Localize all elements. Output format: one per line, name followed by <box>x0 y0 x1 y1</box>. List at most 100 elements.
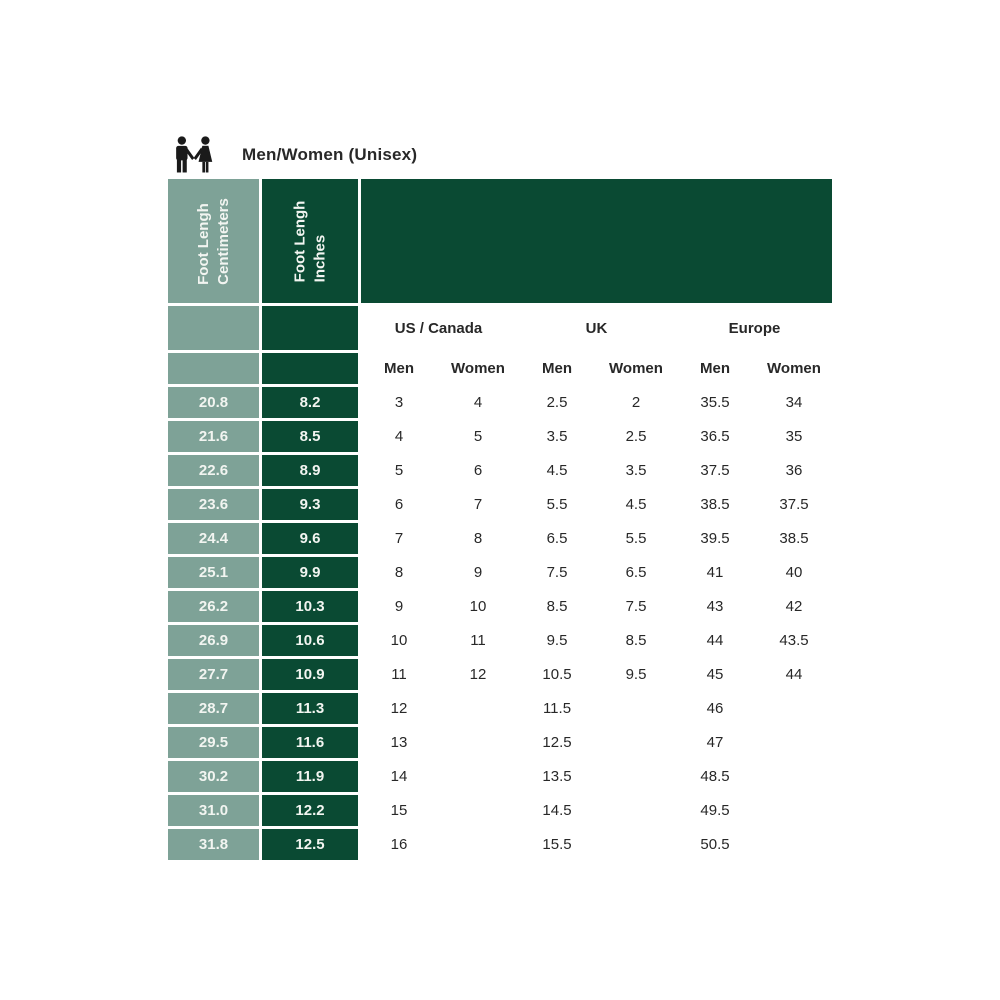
subheader-eu-women: Women <box>767 360 821 377</box>
cell-uk-women: 6.5 <box>625 564 647 581</box>
cell-uk-men: 4.5 <box>546 462 568 479</box>
subheader-uk-men: Men <box>542 360 572 377</box>
cell-eu-women: 42 <box>785 598 803 615</box>
cell-uk-women: 7.5 <box>625 598 647 615</box>
cell-inch: 12.5 <box>262 829 358 860</box>
cell-us-men: 4 <box>394 428 404 445</box>
cell-cm: 27.7 <box>168 659 259 690</box>
cell-us-men: 8 <box>394 564 404 581</box>
cell-us-men: 13 <box>390 734 408 751</box>
cell-cm: 26.9 <box>168 625 259 656</box>
filler-cell-cm <box>168 306 259 350</box>
cell-us-women: 10 <box>469 598 487 615</box>
cell-inch: 11.6 <box>262 727 358 758</box>
cell-eu-men: 35.5 <box>700 394 730 411</box>
cell-eu-men: 43 <box>706 598 724 615</box>
header-foot-length-cm: Foot Lengh Centimeters <box>168 179 259 303</box>
cell-us-men: 14 <box>390 768 408 785</box>
cell-eu-men: 50.5 <box>700 836 730 853</box>
cell-eu-women <box>756 795 832 826</box>
cell-us-women: 9 <box>473 564 483 581</box>
cell-us-women <box>440 761 516 792</box>
cell-uk-women <box>598 693 674 724</box>
subheader-uk-women: Women <box>609 360 663 377</box>
cell-uk-women: 4.5 <box>625 496 647 513</box>
group-header-europe: Europe <box>728 319 781 337</box>
subheader-us-men: Men <box>384 360 414 377</box>
title-bar: Men/Women (Unisex) <box>169 134 417 176</box>
cell-us-women: 12 <box>469 666 487 683</box>
cell-cm: 20.8 <box>168 387 259 418</box>
cell-eu-men: 49.5 <box>700 802 730 819</box>
cell-uk-men: 11.5 <box>542 700 572 717</box>
cell-uk-women: 2 <box>631 394 641 411</box>
cell-eu-men: 47 <box>706 734 724 751</box>
cell-inch: 9.3 <box>262 489 358 520</box>
cell-us-women: 6 <box>473 462 483 479</box>
cell-us-men: 12 <box>390 700 408 717</box>
cell-uk-men: 14.5 <box>542 802 572 819</box>
cell-inch: 8.5 <box>262 421 358 452</box>
cell-uk-men: 3.5 <box>546 428 568 445</box>
cell-us-women <box>440 795 516 826</box>
cell-us-men: 5 <box>394 462 404 479</box>
cell-inch: 10.3 <box>262 591 358 622</box>
cell-uk-men: 5.5 <box>546 496 568 513</box>
cell-eu-men: 37.5 <box>700 462 730 479</box>
cell-cm: 24.4 <box>168 523 259 554</box>
cell-us-women <box>440 829 516 860</box>
cell-uk-women: 9.5 <box>625 666 647 683</box>
cell-uk-women <box>598 761 674 792</box>
cell-cm: 21.6 <box>168 421 259 452</box>
cell-uk-women: 3.5 <box>625 462 647 479</box>
cell-uk-men: 13.5 <box>542 768 572 785</box>
cell-uk-men: 9.5 <box>546 632 568 649</box>
cell-us-men: 15 <box>390 802 408 819</box>
cell-eu-women <box>756 693 832 724</box>
filler-cell-cm <box>168 353 259 384</box>
cell-uk-men: 10.5 <box>542 666 572 683</box>
cell-uk-women: 2.5 <box>625 428 647 445</box>
size-chart-table: Foot Lengh Centimeters Foot Lengh Inches… <box>168 179 832 860</box>
page-title: Men/Women (Unisex) <box>242 145 418 164</box>
header-foot-length-inches-label: Foot Lengh Inches <box>291 200 329 282</box>
cell-us-women <box>440 727 516 758</box>
cell-uk-women <box>598 795 674 826</box>
cell-us-women <box>440 693 516 724</box>
cell-us-women: 7 <box>473 496 483 513</box>
cell-eu-men: 48.5 <box>700 768 730 785</box>
cell-cm: 23.6 <box>168 489 259 520</box>
cell-uk-women: 8.5 <box>625 632 647 649</box>
cell-inch: 10.9 <box>262 659 358 690</box>
cell-cm: 22.6 <box>168 455 259 486</box>
group-header-uk: UK <box>585 319 608 337</box>
cell-us-men: 11 <box>391 666 407 683</box>
cell-us-men: 7 <box>394 530 404 547</box>
cell-us-women: 8 <box>473 530 483 547</box>
cell-uk-men: 7.5 <box>546 564 568 581</box>
cell-eu-women: 37.5 <box>779 496 809 513</box>
cell-inch: 9.6 <box>262 523 358 554</box>
cell-us-men: 16 <box>390 836 408 853</box>
header-spacer-block <box>361 179 832 303</box>
cell-uk-men: 6.5 <box>546 530 568 547</box>
header-foot-length-inches: Foot Lengh Inches <box>262 179 358 303</box>
cell-eu-men: 44 <box>706 632 724 649</box>
cell-uk-women: 5.5 <box>625 530 647 547</box>
cell-cm: 31.0 <box>168 795 259 826</box>
cell-eu-women: 38.5 <box>779 530 809 547</box>
cell-eu-women <box>756 829 832 860</box>
subheader-us-women: Women <box>451 360 505 377</box>
cell-eu-women: 34 <box>785 394 803 411</box>
cell-eu-women: 35 <box>785 428 803 445</box>
cell-uk-men: 8.5 <box>546 598 568 615</box>
cell-inch: 8.2 <box>262 387 358 418</box>
subheader-eu-men: Men <box>700 360 730 377</box>
cell-inch: 8.9 <box>262 455 358 486</box>
cell-eu-men: 41 <box>706 564 724 581</box>
header-foot-length-cm-label: Foot Lengh Centimeters <box>194 197 232 285</box>
cell-inch: 12.2 <box>262 795 358 826</box>
cell-cm: 26.2 <box>168 591 259 622</box>
cell-uk-men: 15.5 <box>542 836 572 853</box>
cell-inch: 11.9 <box>262 761 358 792</box>
